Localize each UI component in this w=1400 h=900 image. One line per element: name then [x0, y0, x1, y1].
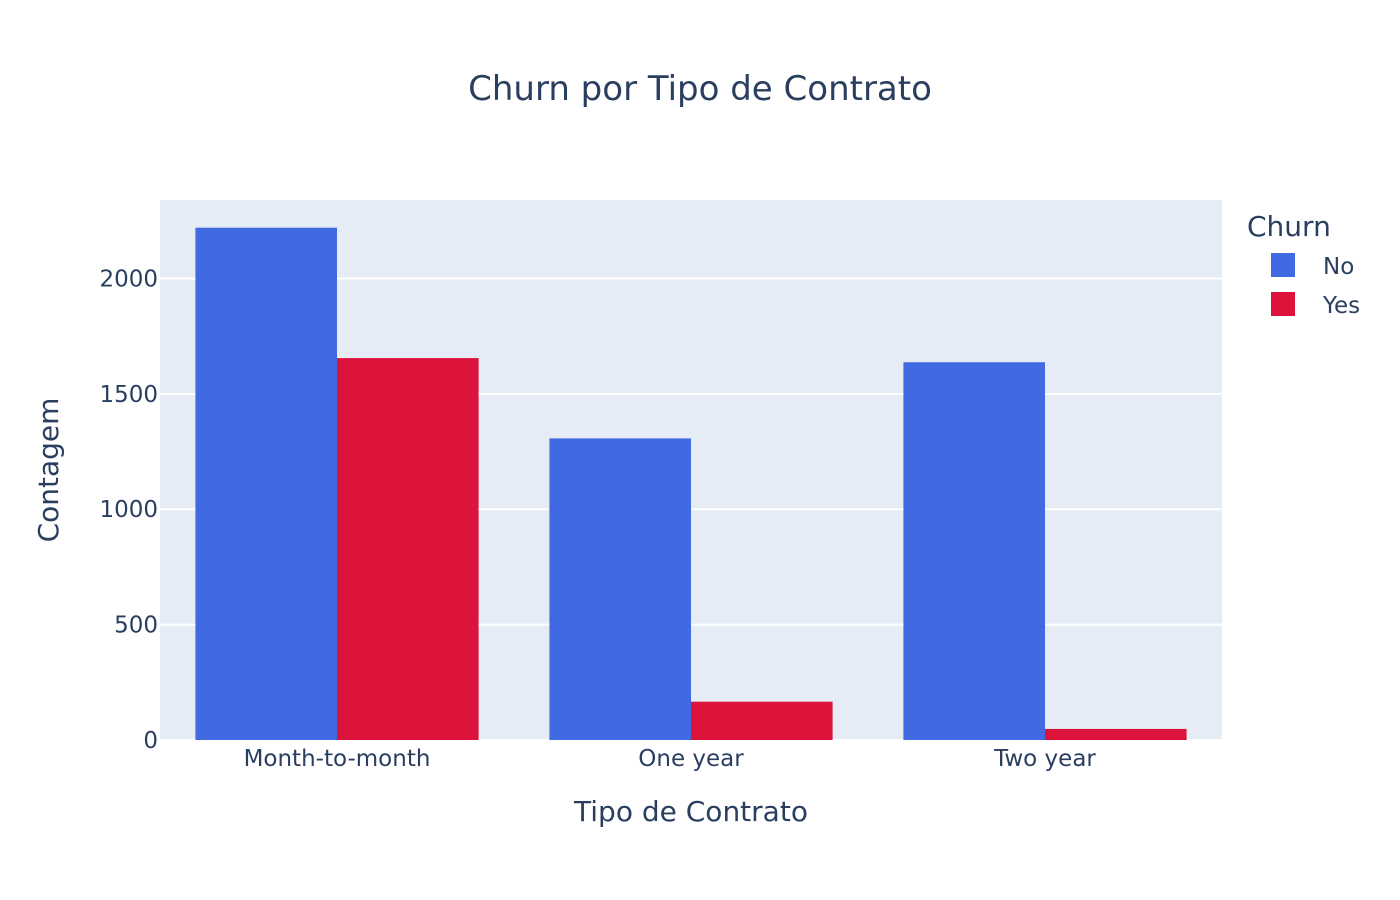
- bars-layer: [195, 227, 1187, 740]
- legend-swatch-no: [1271, 253, 1295, 277]
- legend-item-no[interactable]: No: [1271, 253, 1354, 280]
- x-tick-label-two-year: Two year: [993, 746, 1096, 772]
- bar-yes-month-to-month: [337, 358, 479, 740]
- y-axis-title: Contagem: [32, 398, 65, 543]
- bar-no-month-to-month: [195, 227, 337, 740]
- y-tick-labels: 0 500 1000 1500 2000: [99, 266, 158, 754]
- x-tick-label-month-to-month: Month-to-month: [244, 746, 431, 772]
- legend-item-yes[interactable]: Yes: [1271, 292, 1360, 319]
- bar-yes-one-year: [691, 701, 833, 740]
- y-tick-label-1000: 1000: [99, 497, 158, 523]
- y-tick-label-2000: 2000: [99, 266, 158, 292]
- legend-label-yes: Yes: [1322, 293, 1360, 319]
- x-tick-label-one-year: One year: [638, 746, 744, 772]
- legend-swatch-yes: [1271, 292, 1295, 316]
- legend: Churn No Yes: [1247, 210, 1360, 319]
- x-axis-title: Tipo de Contrato: [573, 795, 808, 828]
- y-tick-label-500: 500: [114, 613, 158, 639]
- bar-no-one-year: [549, 438, 691, 740]
- y-tick-label-1500: 1500: [99, 382, 158, 408]
- y-tick-label-0: 0: [143, 728, 158, 754]
- bar-no-two-year: [903, 362, 1045, 740]
- x-tick-labels: Month-to-month One year Two year: [244, 746, 1097, 772]
- legend-title: Churn: [1247, 210, 1331, 243]
- bar-yes-two-year: [1045, 728, 1187, 740]
- chart-title: Churn por Tipo de Contrato: [468, 69, 932, 109]
- legend-label-no: No: [1323, 254, 1354, 280]
